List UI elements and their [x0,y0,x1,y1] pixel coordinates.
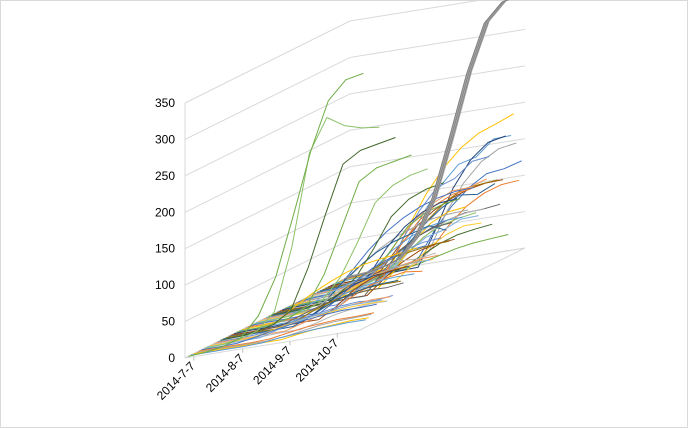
x-tick-label: 2014-10-7 [293,336,342,385]
chart-gridlines [184,0,526,359]
series-line [223,279,399,340]
gridline-300 [184,28,526,140]
y-tick-label: 350 [155,96,175,110]
y-tick-label: 300 [155,132,175,146]
x-tick-label: 2014-8-7 [203,351,247,395]
series-line [201,303,377,351]
y-tick-label: 50 [162,315,176,329]
y-tick-label: 150 [155,242,175,256]
series-line [292,209,469,305]
series-line [330,135,506,287]
series-line [314,155,490,295]
series-line [263,254,439,320]
gridline-100 [184,174,526,286]
series-line [220,137,396,341]
series-line [198,312,375,352]
y-tick-label: 0 [168,351,175,365]
series-line [215,296,391,344]
series-line [241,247,418,331]
series-line [236,154,412,333]
series-line [346,160,522,279]
y-tick-label: 100 [155,278,175,292]
series-line [190,319,367,356]
gridline-150 [184,138,526,250]
series-line [260,252,436,321]
gridline-50 [184,211,526,323]
gridline-350 [184,0,485,104]
series-line [188,72,364,357]
series-line-max [344,0,510,280]
y-tick-label: 200 [155,205,175,219]
y-tick-label: 250 [155,169,175,183]
gridline-250 [184,65,526,177]
series-line [193,317,369,355]
series-line [309,208,485,297]
x-tick-label: 2014-9-7 [250,343,294,387]
series-line [252,168,428,325]
chart-series-layer [188,0,522,357]
x-tick-label: 2014-7-7 [154,359,198,403]
series-line [268,182,444,317]
gridline-200 [184,101,526,213]
